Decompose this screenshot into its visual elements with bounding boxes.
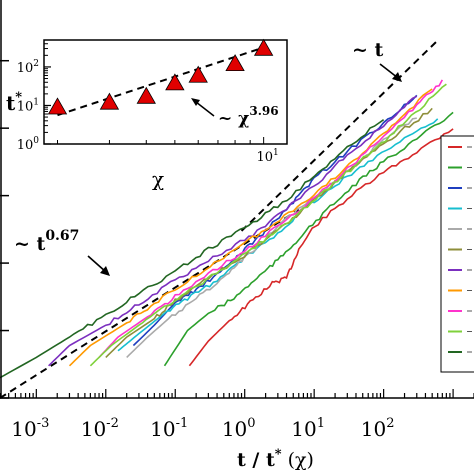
inset-arrow-head (191, 98, 200, 106)
arrow-head-t (392, 72, 402, 82)
arrow-shaft-t067 (87, 255, 107, 273)
inset-fit-line (57, 46, 264, 117)
inset-y-tick-label-3: 102 (17, 59, 39, 76)
series-line-3 (132, 94, 418, 347)
series-line-9 (98, 79, 444, 358)
annotation-t067: ~ t0.67 (14, 228, 79, 255)
annotation-layer: ~ t0.67~ t (14, 39, 402, 276)
x-tick-label-3: 10-1 (150, 416, 188, 441)
x-tick-base: 10 (81, 417, 106, 441)
inset-y-label-main: t (6, 91, 16, 115)
x-tick-exponent: -1 (176, 416, 189, 431)
x-tick-label-1: 10-3 (11, 416, 49, 441)
inset-point-2 (99, 92, 120, 110)
x-label-main: t / t (237, 449, 275, 471)
legend-box (440, 135, 474, 373)
inset-y-tick-exp: 1 (33, 97, 39, 107)
reference-line-1 (0, 208, 300, 399)
inset-x-label: χ (152, 167, 164, 191)
inset-point-6 (225, 54, 245, 72)
x-tick-exponent: 0 (247, 416, 255, 431)
inset-y-tick-exp: 2 (33, 59, 39, 69)
inset-y-tick-base: 10 (17, 61, 34, 76)
x-tick-base: 10 (222, 417, 247, 441)
inset-x-tick-exp: 1 (273, 148, 279, 158)
x-tick-exponent: -3 (37, 416, 50, 431)
inset-point-1 (47, 97, 68, 115)
annotation-t067-base: ~ t (14, 233, 46, 255)
inset-x-tick-base: 10 (257, 150, 274, 165)
series-layer (0, 79, 454, 379)
inset-frame (43, 39, 288, 145)
series-line-1 (188, 128, 454, 367)
inset-y-tick-exp: 0 (33, 136, 39, 146)
x-label-arg: (χ) (282, 449, 314, 471)
x-tick-label-6: 102 (361, 416, 395, 441)
x-tick-exponent: 1 (317, 416, 325, 431)
inset-point-4 (165, 73, 185, 91)
series-line-7 (48, 95, 418, 367)
annotation-t067-exp: 0.67 (45, 228, 79, 244)
x-tick-label-4: 100 (222, 416, 256, 441)
annotation-t: ~ t (352, 39, 384, 61)
inset-y-tick-base: 10 (17, 99, 34, 114)
x-axis-label: t / t* (χ) (237, 447, 314, 471)
x-axis-title: t / t* (χ) (237, 447, 314, 471)
x-tick-exponent: 2 (386, 416, 394, 431)
series-line-11 (0, 119, 385, 379)
x-label-star: * (275, 447, 282, 462)
inset-fit-label-base: ~ χ (218, 109, 249, 129)
inset-fit-label: ~ χ3.96 (218, 104, 279, 129)
reference-lines (0, 39, 439, 399)
x-tick-base: 10 (361, 417, 386, 441)
inset-y-tick-label-2: 101 (17, 97, 39, 114)
x-tick-base: 10 (291, 417, 316, 441)
inset-y-tick-label-1: 100 (17, 136, 40, 153)
inset-fit-label-exp: 3.96 (249, 104, 278, 118)
x-tick-exponent: -2 (106, 416, 119, 431)
x-tick-base: 10 (150, 417, 175, 441)
arrow-head-t067 (100, 266, 110, 276)
x-tick-label-5: 101 (291, 416, 325, 441)
x-tick-label-2: 10-2 (81, 416, 119, 441)
series-line-10 (89, 83, 447, 367)
inset-point-7 (253, 38, 274, 56)
main-axes: 10-3 10-2 10-1 100 101 102 (0, 0, 474, 441)
x-tick-base: 10 (11, 417, 36, 441)
inset-point-5 (188, 65, 208, 83)
inset-arrow-shaft (195, 101, 215, 117)
inset-y-label-star: * (15, 90, 22, 105)
inset-x-tick-label-1: 101 (257, 148, 279, 165)
inset-y-label: t* (6, 90, 22, 115)
legend (440, 135, 474, 373)
series-line-2 (163, 111, 454, 367)
inset-y-tick-base: 10 (17, 138, 34, 153)
reference-line-2 (240, 39, 439, 232)
inset-point-3 (136, 86, 156, 104)
